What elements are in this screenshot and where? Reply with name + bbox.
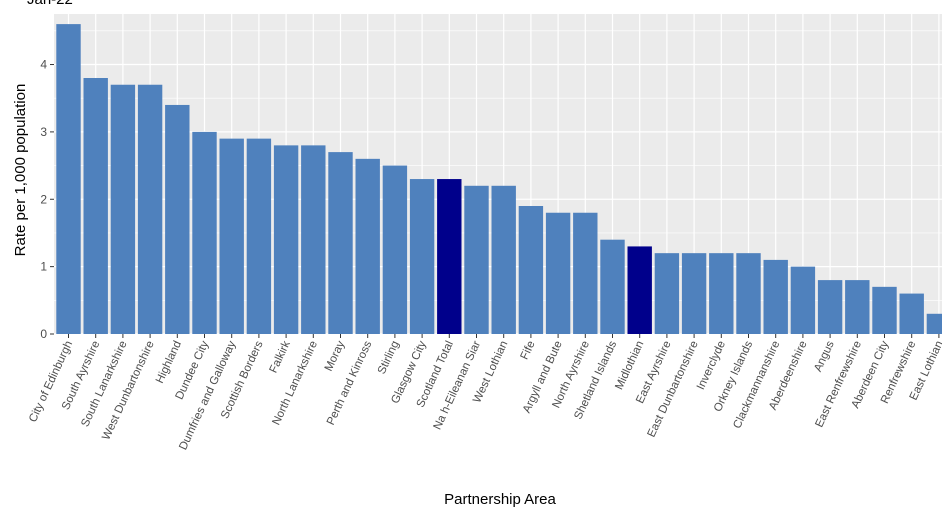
- bar: [899, 293, 924, 334]
- y-tick-label: 1: [40, 260, 47, 274]
- y-axis: 0 1 2 3 4: [40, 58, 54, 341]
- bar: [627, 246, 652, 334]
- bar: [110, 84, 136, 334]
- x-tick-label: Fife: [519, 339, 538, 361]
- bar: [83, 78, 108, 334]
- bar: [926, 313, 942, 334]
- bar: [409, 179, 435, 334]
- bar: [192, 131, 217, 334]
- bar: [681, 253, 707, 334]
- bar: [790, 266, 816, 334]
- x-tick-label: Falkirk: [268, 339, 293, 375]
- bar: [464, 185, 489, 334]
- bar: [273, 145, 299, 334]
- bar: [165, 104, 190, 335]
- x-tick-label: Stirling: [376, 339, 402, 376]
- bar: [437, 179, 462, 334]
- y-tick-label: 4: [40, 58, 47, 72]
- bar: [709, 253, 734, 334]
- bar: [845, 280, 870, 334]
- bar: [817, 280, 843, 334]
- x-tick-label: Angus: [812, 339, 837, 374]
- bar: [219, 138, 244, 334]
- chart-title: Jan-22: [27, 0, 73, 8]
- bar: [301, 145, 326, 334]
- bar: [355, 158, 380, 334]
- bar: [137, 84, 163, 334]
- bar: [654, 253, 680, 334]
- x-tick-label: West Dunbartonshire: [100, 339, 156, 442]
- bar: [56, 24, 81, 335]
- bar: [491, 185, 516, 334]
- bars: [56, 24, 942, 335]
- x-tick-label: East Dunbartonshire: [646, 339, 701, 439]
- y-tick-label: 3: [40, 125, 47, 139]
- y-axis-label: Rate per 1,000 population: [12, 84, 29, 257]
- y-tick-label: 0: [40, 327, 47, 341]
- bar: [573, 212, 598, 334]
- bar: [518, 206, 544, 334]
- x-axis-label: Partnership Area: [444, 491, 556, 508]
- bar: [736, 253, 761, 334]
- x-tick-label: Highland: [154, 339, 184, 385]
- bar: [246, 138, 272, 334]
- bar: [763, 259, 788, 334]
- y-tick-label: 2: [40, 192, 47, 206]
- x-tick-label: Moray: [323, 339, 347, 373]
- bar: [600, 239, 625, 334]
- bar: [328, 152, 353, 334]
- bar: [382, 165, 408, 334]
- bar: [545, 212, 571, 334]
- bar: [872, 286, 897, 334]
